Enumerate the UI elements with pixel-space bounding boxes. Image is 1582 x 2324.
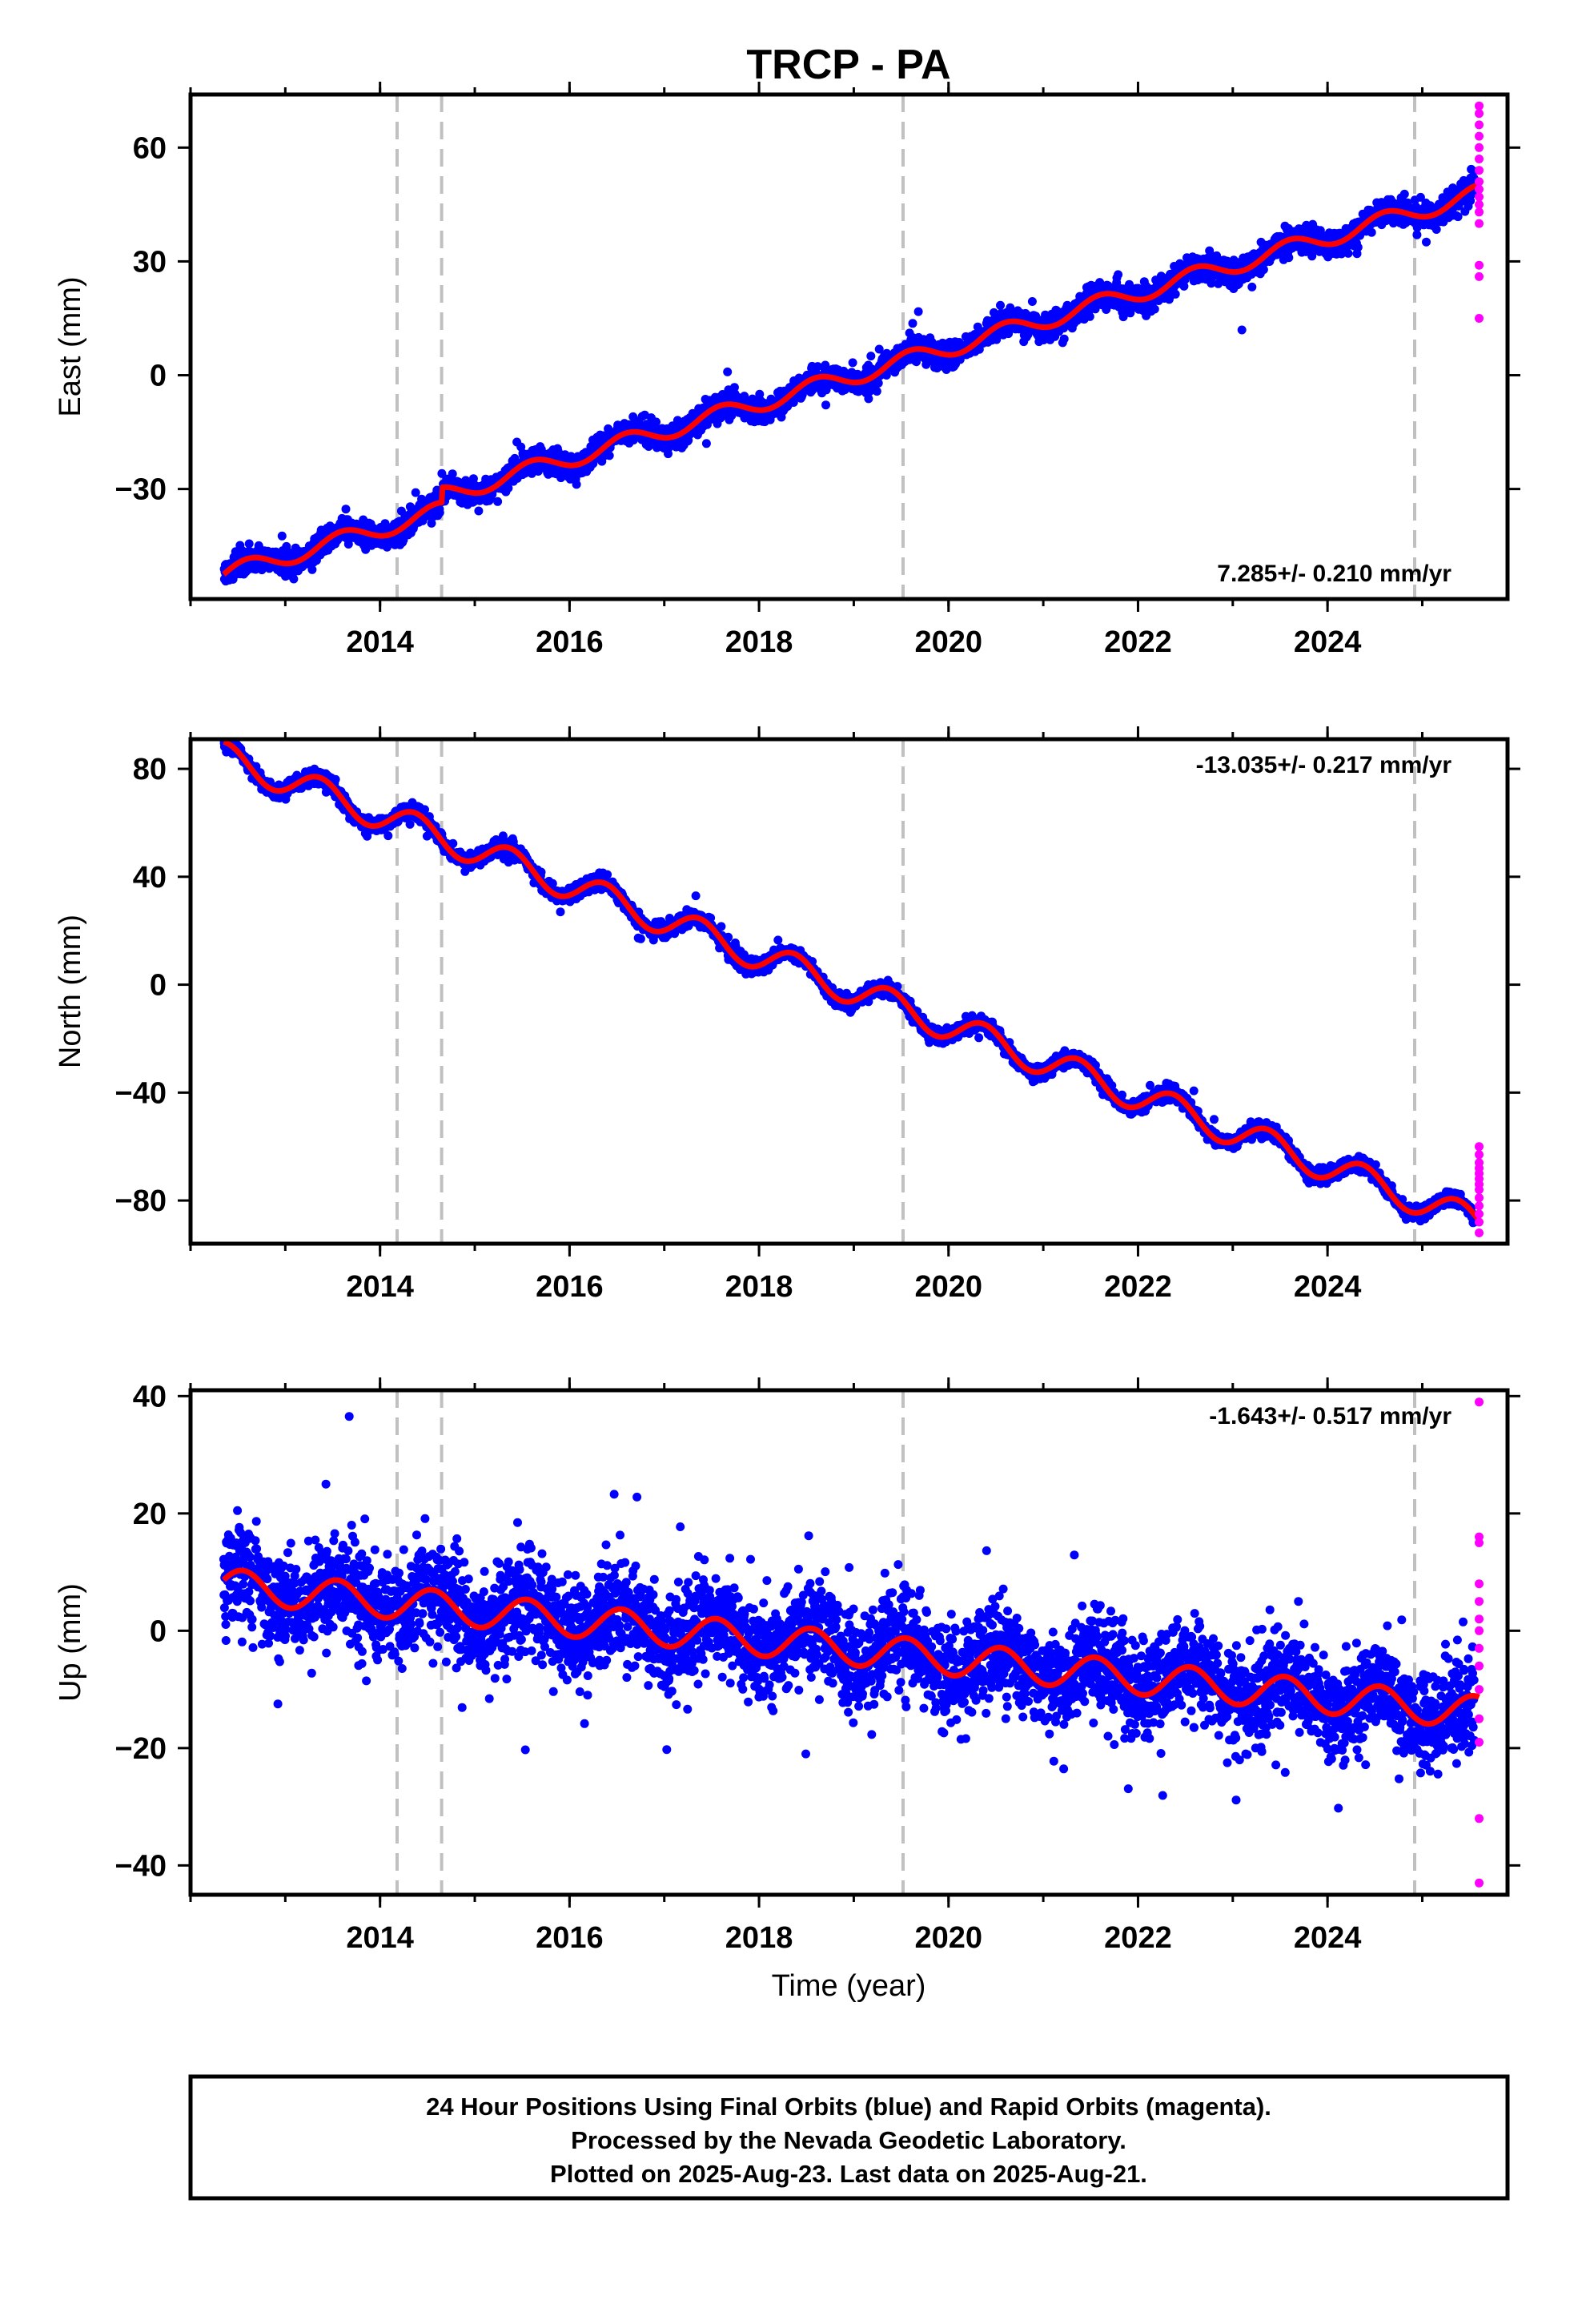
rapid-orbit-points: [1475, 101, 1484, 323]
final-orbit-point: [908, 319, 917, 328]
final-orbit-point: [343, 540, 353, 549]
final-orbit-point: [1431, 225, 1441, 234]
rapid-orbit-point: [1475, 199, 1484, 209]
plot-area: [219, 94, 1484, 599]
figure-title: TRCP - PA: [746, 42, 950, 88]
final-orbit-point: [913, 307, 923, 316]
final-orbit-point: [427, 518, 436, 528]
final-orbit-point: [1247, 282, 1257, 292]
x-tick-label: 2016: [536, 625, 604, 659]
y-tick-label: 30: [133, 245, 167, 279]
x-tick-label: 2014: [346, 625, 414, 659]
y-tick-label: −30: [115, 473, 167, 507]
final-orbit-point: [331, 774, 340, 784]
final-orbit-point: [1422, 237, 1431, 247]
final-orbit-point: [504, 484, 513, 493]
rapid-orbit-point: [1475, 155, 1484, 163]
final-orbit-point: [474, 506, 484, 516]
rapid-orbit-point: [1475, 207, 1484, 217]
x-tick-label: 2024: [1294, 625, 1362, 659]
rapid-orbit-point: [1475, 166, 1484, 175]
final-orbit-point: [996, 300, 1005, 310]
final-orbit-point: [307, 565, 317, 574]
rapid-orbit-point: [1475, 109, 1484, 119]
final-orbit-point: [723, 367, 733, 376]
final-orbit-point: [493, 497, 503, 506]
final-orbit-point: [1114, 270, 1123, 279]
final-orbit-point: [866, 352, 876, 361]
rapid-orbit-point: [1475, 131, 1484, 141]
rapid-orbit-point: [1475, 219, 1484, 228]
final-orbit-point: [1343, 248, 1353, 258]
final-orbit-point: [604, 451, 614, 460]
y-axis-label: East (mm): [54, 276, 87, 416]
final-orbit-point: [1453, 212, 1463, 222]
rapid-orbit-point: [1475, 192, 1484, 202]
final-orbit-point: [1353, 243, 1363, 252]
rapid-orbit-point: [1475, 101, 1484, 111]
y-tick-label: 60: [133, 131, 167, 165]
final-orbit-point: [1027, 297, 1037, 306]
final-orbit-point: [1284, 253, 1294, 263]
final-orbit-point: [1367, 227, 1376, 237]
final-orbit-point: [468, 474, 478, 484]
final-orbit-point: [755, 389, 765, 399]
final-orbit-point: [277, 531, 287, 541]
final-orbit-point: [1059, 334, 1069, 344]
final-orbit-point: [435, 508, 444, 517]
east-panel: 2014 2016 2018 2020 2022 2024 −30 0 30 60 East (mm…: [54, 82, 1520, 659]
y-tick-label: 0: [150, 360, 167, 393]
final-orbit-point: [848, 358, 857, 368]
velocity-rate-label: 7.285+/- 0.210 mm/yr: [1217, 561, 1452, 587]
final-orbit-point: [341, 505, 351, 514]
rapid-orbit-point: [1475, 120, 1484, 130]
final-orbit-point: [821, 400, 830, 410]
rapid-orbit-point: [1475, 271, 1484, 281]
final-orbit-point: [222, 730, 231, 738]
x-tick-label: 2022: [1104, 625, 1172, 659]
final-orbit-point: [1170, 289, 1180, 299]
final-orbit-point: [1237, 325, 1247, 335]
rapid-orbit-point: [1475, 143, 1484, 152]
final-orbit-point: [572, 480, 581, 489]
final-orbit-point: [289, 574, 299, 584]
final-orbit-point: [872, 387, 881, 396]
final-orbit-point: [1085, 312, 1094, 321]
final-orbit-point: [701, 439, 711, 448]
x-tick-label: 2020: [914, 625, 982, 659]
final-orbit-point: [448, 469, 457, 479]
rapid-orbit-point: [1475, 184, 1484, 194]
final-orbit-point: [1150, 304, 1159, 314]
plot-area: [219, 730, 1484, 1244]
rapid-orbit-point: [1475, 177, 1484, 187]
final-orbit-point: [1259, 265, 1268, 275]
north-panel: 2014 2016 2018 2020 2022 2024−80−4004080North…: [54, 726, 1520, 1304]
final-orbit-point: [729, 383, 739, 392]
final-orbit-point: [244, 539, 254, 549]
final-orbit-point: [652, 417, 661, 427]
rapid-orbit-point: [1475, 314, 1484, 323]
final-orbit-point: [411, 488, 420, 497]
rapid-orbit-point: [1475, 260, 1484, 270]
x-tick-label: 2018: [725, 625, 793, 659]
final-orbit-point: [1399, 189, 1409, 199]
